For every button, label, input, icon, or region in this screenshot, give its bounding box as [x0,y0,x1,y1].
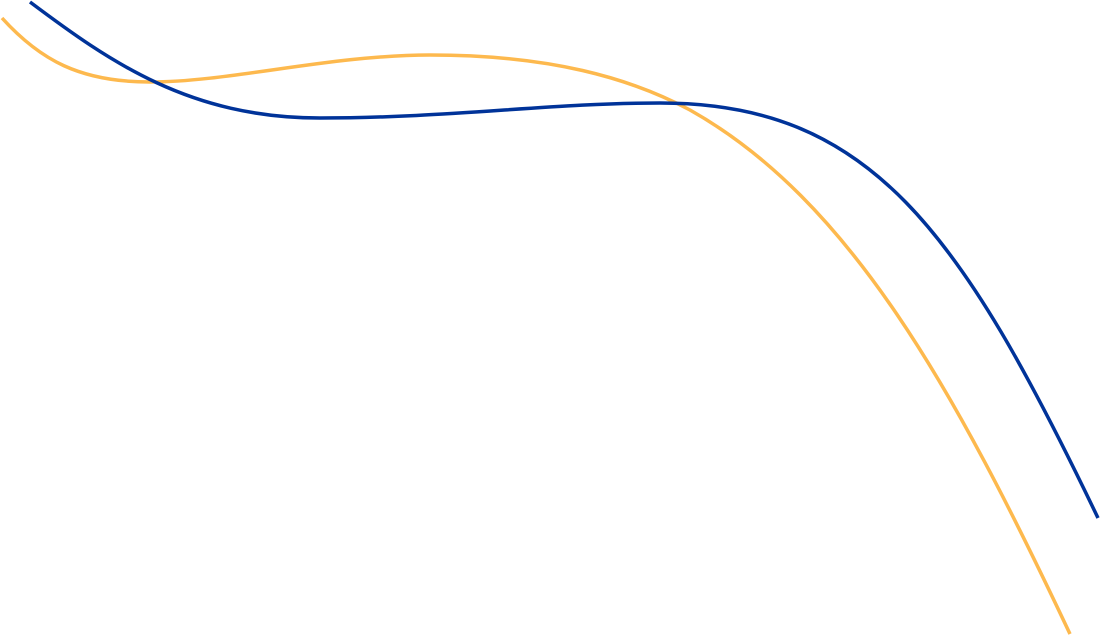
blue-curve [28,0,1100,519]
orange-curve [0,16,1072,635]
